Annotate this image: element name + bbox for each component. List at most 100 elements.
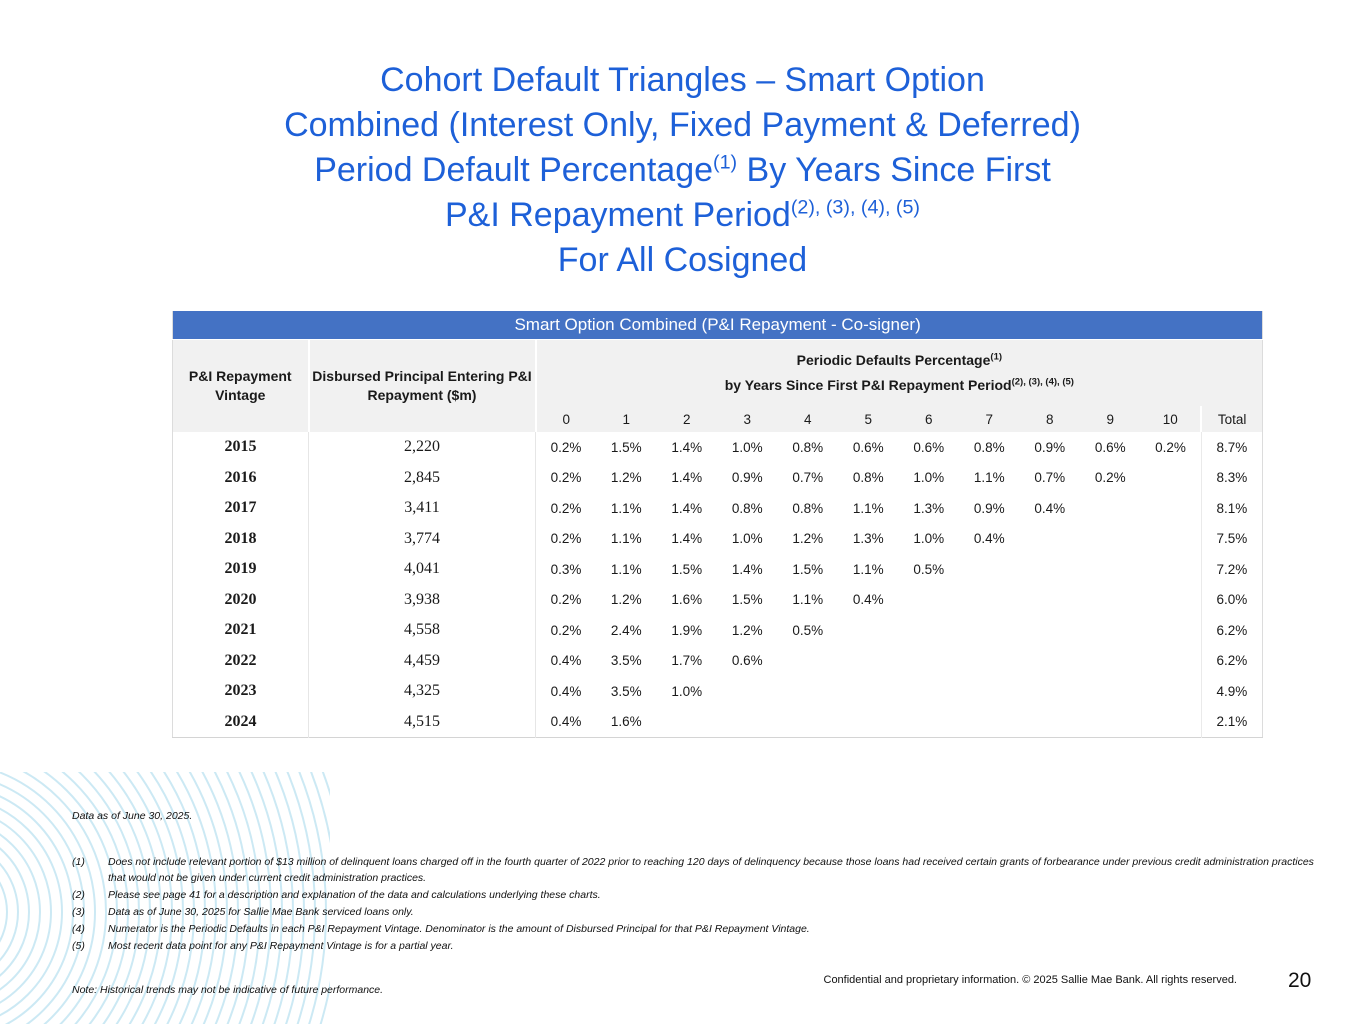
default-percentage-cell [1080, 554, 1141, 585]
year-column-header: 2 [656, 406, 717, 432]
default-percentage-cell [656, 706, 717, 738]
title-line-2: Combined (Interest Only, Fixed Payment &… [284, 106, 1081, 144]
footnote-list: (1) Does not include relevant portion of … [72, 854, 1322, 954]
default-percentage-cell [898, 706, 959, 738]
default-percentage-cell [1080, 676, 1141, 707]
periodic-header-footnote-ref-1: (1) [990, 351, 1003, 363]
footnote-text: Please see page 41 for a description and… [108, 889, 601, 901]
default-percentage-cell: 0.7% [777, 462, 838, 493]
default-percentage-cell: 1.9% [656, 615, 717, 646]
table-row: 2017 3,411 0.2% 1.1% 1.4% 0.8% 0.8% 1.1% 1.3% 0.9… [172, 493, 1263, 524]
disbursed-principal-cell: 4,041 [308, 554, 536, 585]
vintage-column-header: P&I Repayment Vintage [172, 339, 310, 432]
total-column-header: Total [1201, 406, 1263, 432]
default-percentage-cell: 0.3% [535, 554, 596, 585]
default-percentage-cell: 1.4% [717, 554, 778, 585]
table-row: 2015 2,220 0.2% 1.5% 1.4% 1.0% 0.8% 0.6% 0.6% 0.8… [172, 432, 1263, 463]
default-percentage-cell: 0.8% [838, 462, 899, 493]
vintage-cell: 2024 [172, 706, 309, 738]
title-line-4-text: P&I Repayment Period [444, 196, 791, 234]
default-percentage-cell [777, 706, 838, 738]
table-body: 2015 2,220 0.2% 1.5% 1.4% 1.0% 0.8% 0.6% 0.6% 0.8… [172, 432, 1263, 738]
table-row: 2023 4,325 0.4% 3.5% 1.0% 4.9% [172, 676, 1263, 707]
title-footnote-ref-2: (2), (3), (4), (5) [790, 196, 920, 219]
vintage-cell: 2023 [172, 676, 309, 707]
default-percentage-cell [959, 676, 1020, 707]
disbursed-principal-cell: 3,938 [308, 584, 536, 615]
disbursed-principal-cell: 4,515 [308, 706, 536, 738]
periodic-header-footnote-ref-2: (2), (3), (4), (5) [1011, 376, 1074, 388]
disbursed-principal-cell: 2,845 [308, 462, 536, 493]
default-percentage-cell: 1.0% [717, 523, 778, 554]
default-triangle-table: Smart Option Combined (P&I Repayment - C… [172, 311, 1264, 738]
table-header-row: P&I Repayment Vintage Disbursed Principa… [172, 339, 1263, 432]
page-title: Cohort Default Triangles – Smart Option … [0, 58, 1365, 283]
default-percentage-cell: 1.5% [596, 432, 657, 463]
default-percentage-cell: 1.1% [777, 584, 838, 615]
title-line-5: For All Cosigned [557, 241, 808, 279]
default-percentage-cell: 1.6% [656, 584, 717, 615]
default-percentage-cell: 1.5% [656, 554, 717, 585]
default-percentage-cell [838, 645, 899, 676]
default-percentage-cell: 1.1% [596, 523, 657, 554]
default-percentage-cell: 0.2% [1080, 462, 1141, 493]
year-column-header: 0 [535, 406, 596, 432]
default-triangle-table-container: Smart Option Combined (P&I Repayment - C… [172, 311, 1264, 738]
vintage-cell: 2016 [172, 462, 309, 493]
default-percentage-cell: 1.0% [717, 432, 778, 463]
table-banner-row: Smart Option Combined (P&I Repayment - C… [172, 311, 1263, 340]
default-percentage-cell: 1.4% [656, 523, 717, 554]
vintage-cell: 2018 [172, 523, 309, 554]
year-column-header: 9 [1080, 406, 1141, 432]
default-percentage-cell [1140, 645, 1202, 676]
table-row: 2024 4,515 0.4% 1.6% 2.1% [172, 706, 1263, 738]
default-percentage-cell: 0.8% [717, 493, 778, 524]
year-column-header: 4 [777, 406, 838, 432]
default-percentage-cell: 0.4% [959, 523, 1020, 554]
default-percentage-cell: 3.5% [596, 676, 657, 707]
default-percentage-cell: 0.6% [717, 645, 778, 676]
disbursed-principal-cell: 4,325 [308, 676, 536, 707]
default-percentage-cell: 1.4% [656, 462, 717, 493]
footnote-text: Numerator is the Periodic Defaults in ea… [108, 923, 810, 935]
footnote-number: (1) [72, 856, 85, 868]
default-percentage-cell: 1.5% [717, 584, 778, 615]
default-percentage-cell [777, 676, 838, 707]
vintage-cell: 2019 [172, 554, 309, 585]
default-percentage-cell: 0.8% [777, 493, 838, 524]
default-percentage-cell [1019, 584, 1080, 615]
default-percentage-cell: 1.1% [596, 554, 657, 585]
title-line-3-text: Period Default Percentage [314, 151, 714, 189]
default-percentage-cell: 1.0% [898, 523, 959, 554]
periodic-defaults-header: Periodic Defaults Percentage(1) by Years … [535, 339, 1263, 406]
default-percentage-cell: 0.7% [1019, 462, 1080, 493]
default-percentage-cell [717, 676, 778, 707]
default-percentage-cell [959, 584, 1020, 615]
default-percentage-cell: 0.9% [717, 462, 778, 493]
vintage-cell: 2021 [172, 615, 309, 646]
footnote-text: Does not include relevant portion of $13… [108, 856, 1314, 884]
years-header-row: 0 1 2 3 4 5 6 7 8 9 10 Total [173, 406, 1263, 432]
default-percentage-cell: 0.4% [1019, 493, 1080, 524]
default-percentage-cell [1140, 584, 1202, 615]
table-row: 2022 4,459 0.4% 3.5% 1.7% 0.6% 6.2% [172, 645, 1263, 676]
default-percentage-cell: 2.4% [596, 615, 657, 646]
default-percentage-cell [1019, 645, 1080, 676]
footnote-item: (2) Please see page 41 for a description … [72, 887, 1322, 903]
default-percentage-cell: 0.9% [1019, 432, 1080, 463]
total-cell: 8.3% [1201, 462, 1263, 493]
default-percentage-cell [1080, 615, 1141, 646]
year-column-header: 1 [596, 406, 657, 432]
default-percentage-cell: 0.9% [959, 493, 1020, 524]
total-cell: 6.2% [1201, 645, 1263, 676]
title-line-4: P&I Repayment Period(2), (3), (4), (5) [0, 193, 1365, 238]
default-percentage-cell [959, 615, 1020, 646]
vintage-cell: 2015 [172, 432, 309, 463]
footnote-number: (2) [72, 889, 85, 901]
default-percentage-cell: 0.2% [535, 584, 596, 615]
total-cell: 7.5% [1201, 523, 1263, 554]
table-row: 2021 4,558 0.2% 2.4% 1.9% 1.2% 0.5% 6.2% [172, 615, 1263, 646]
default-percentage-cell: 1.1% [838, 493, 899, 524]
disbursed-principal-cell: 3,411 [308, 493, 536, 524]
table-row: 2018 3,774 0.2% 1.1% 1.4% 1.0% 1.2% 1.3% 1.0% 0.4… [172, 523, 1263, 554]
